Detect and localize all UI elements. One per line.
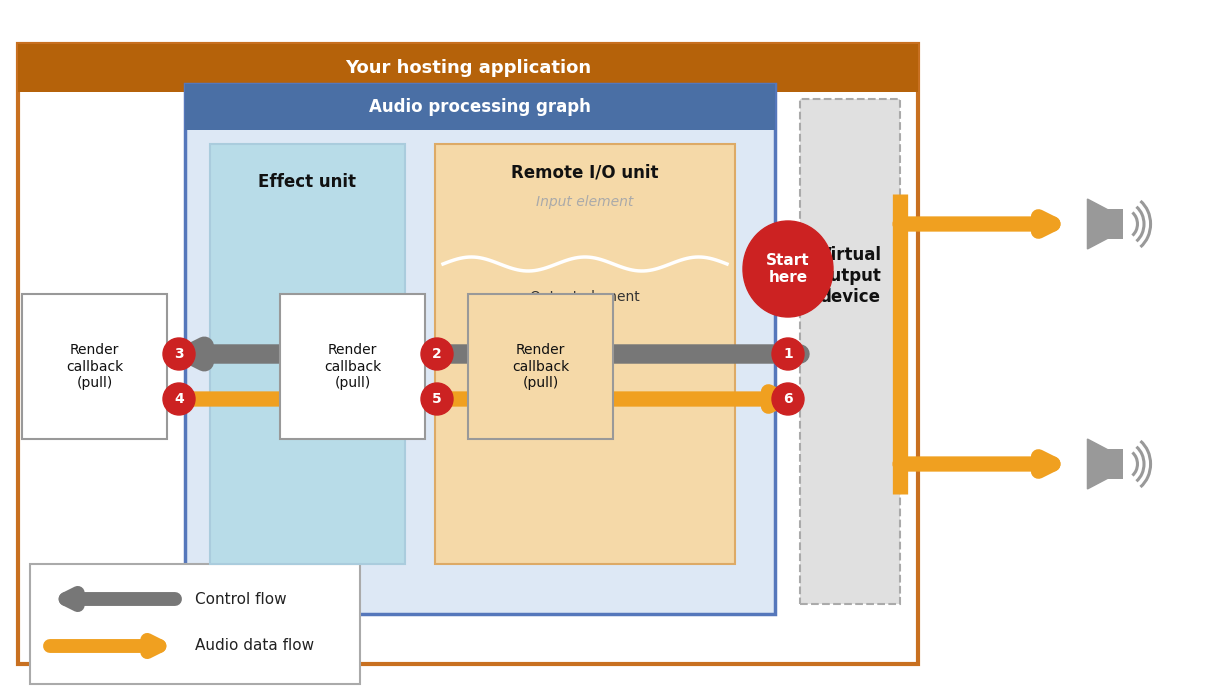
- Circle shape: [772, 338, 804, 370]
- Circle shape: [163, 383, 195, 415]
- Text: Render
callback
(pull): Render callback (pull): [323, 344, 381, 390]
- Bar: [185, 84, 775, 130]
- Bar: [22, 294, 167, 439]
- Polygon shape: [1087, 199, 1108, 249]
- Bar: [210, 144, 405, 564]
- Circle shape: [772, 383, 804, 415]
- Text: 3: 3: [174, 347, 184, 361]
- Bar: [1108, 210, 1122, 239]
- Circle shape: [163, 338, 195, 370]
- Text: 4: 4: [174, 392, 184, 406]
- Text: Control flow: Control flow: [195, 591, 287, 607]
- Text: Remote I/O unit: Remote I/O unit: [511, 163, 659, 181]
- Text: Audio processing graph: Audio processing graph: [370, 98, 591, 116]
- Bar: [1108, 450, 1122, 479]
- Bar: [468, 294, 613, 439]
- Bar: [185, 84, 775, 614]
- Text: Virtual
output
device: Virtual output device: [818, 246, 882, 305]
- Bar: [30, 564, 360, 684]
- Text: Output element: Output element: [530, 290, 640, 304]
- Circle shape: [421, 383, 454, 415]
- Polygon shape: [1087, 439, 1108, 489]
- Text: 5: 5: [432, 392, 441, 406]
- Text: 1: 1: [783, 347, 793, 361]
- Bar: [18, 44, 918, 664]
- Text: Render
callback
(pull): Render callback (pull): [66, 344, 123, 390]
- Text: Effect unit: Effect unit: [259, 173, 356, 191]
- Bar: [800, 99, 900, 604]
- Bar: [435, 144, 734, 564]
- Text: 2: 2: [432, 347, 441, 361]
- Circle shape: [421, 338, 454, 370]
- Text: Start
here: Start here: [766, 253, 810, 285]
- Bar: [280, 294, 426, 439]
- Bar: [18, 44, 918, 92]
- Text: 6: 6: [783, 392, 793, 406]
- Text: Your hosting application: Your hosting application: [345, 59, 591, 77]
- Text: Input element: Input element: [536, 195, 634, 209]
- Text: Render
callback
(pull): Render callback (pull): [512, 344, 569, 390]
- Ellipse shape: [743, 221, 833, 317]
- Text: Audio data flow: Audio data flow: [195, 638, 314, 654]
